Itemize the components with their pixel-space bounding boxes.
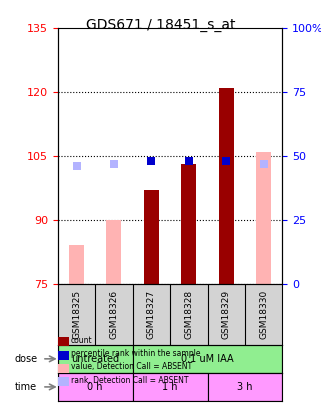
Text: 0 h: 0 h xyxy=(88,382,103,392)
Bar xyxy=(144,190,159,284)
Text: 3 h: 3 h xyxy=(237,382,253,392)
Point xyxy=(186,158,191,164)
Point xyxy=(261,160,266,167)
Text: 1 h: 1 h xyxy=(162,382,178,392)
Text: rank, Detection Call = ABSENT: rank, Detection Call = ABSENT xyxy=(71,376,188,385)
Bar xyxy=(133,373,208,401)
Point xyxy=(111,160,117,167)
Text: dose: dose xyxy=(14,354,37,364)
Text: 0.1 uM IAA: 0.1 uM IAA xyxy=(181,354,234,364)
Text: untreated: untreated xyxy=(71,354,119,364)
Text: percentile rank within the sample: percentile rank within the sample xyxy=(71,349,200,358)
Text: count: count xyxy=(71,336,92,345)
Text: value, Detection Call = ABSENT: value, Detection Call = ABSENT xyxy=(71,362,192,371)
Point xyxy=(224,158,229,164)
Text: GSM18328: GSM18328 xyxy=(184,290,193,339)
Point xyxy=(74,163,79,169)
Bar xyxy=(256,152,271,284)
Bar xyxy=(58,345,133,373)
Bar xyxy=(208,373,282,401)
Bar xyxy=(133,345,282,373)
Bar xyxy=(69,245,84,284)
Text: GSM18330: GSM18330 xyxy=(259,290,268,339)
Text: GSM18326: GSM18326 xyxy=(109,290,118,339)
Text: time: time xyxy=(15,382,37,392)
Text: GDS671 / 18451_s_at: GDS671 / 18451_s_at xyxy=(86,18,235,32)
Text: GSM18329: GSM18329 xyxy=(222,290,231,339)
Text: GSM18327: GSM18327 xyxy=(147,290,156,339)
Text: GSM18325: GSM18325 xyxy=(72,290,81,339)
Bar xyxy=(181,164,196,284)
Point xyxy=(149,158,154,164)
Bar xyxy=(219,88,234,284)
Bar xyxy=(107,220,121,284)
Bar xyxy=(58,373,133,401)
